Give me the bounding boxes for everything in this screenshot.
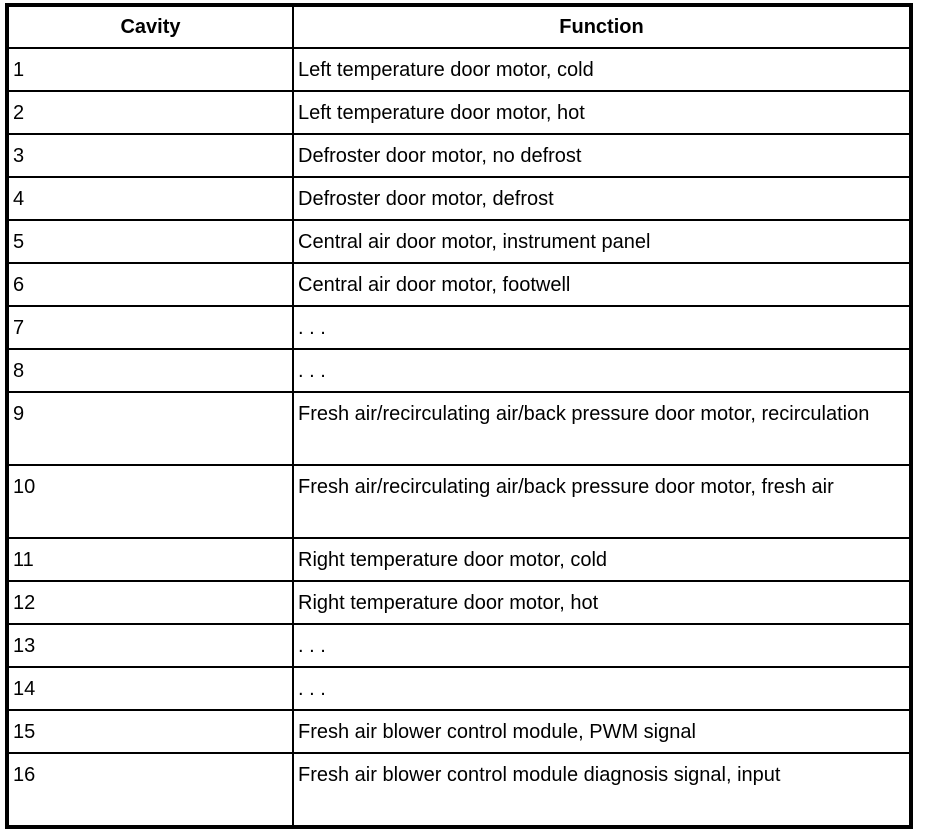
function-cell: . . .	[292, 348, 912, 393]
table-row: 15 Fresh air blower control module, PWM s…	[6, 709, 912, 754]
function-cell: Left temperature door motor, cold	[292, 47, 912, 92]
table-row: 6 Central air door motor, footwell	[6, 262, 912, 307]
table-row: 11 Right temperature door motor, cold	[6, 537, 912, 582]
function-cell: Left temperature door motor, hot	[292, 90, 912, 135]
header-cavity: Cavity	[6, 4, 294, 49]
table-row: 8. . .	[6, 348, 912, 393]
function-cell: Right temperature door motor, cold	[292, 537, 912, 582]
cavity-cell: 8	[6, 348, 294, 393]
function-cell: . . .	[292, 623, 912, 668]
function-cell: Defroster door motor, defrost	[292, 176, 912, 221]
function-cell: Fresh air/recirculating air/back pressur…	[292, 391, 912, 466]
cavity-cell: 10	[6, 464, 294, 539]
table-row: 5 Central air door motor, instrument pane…	[6, 219, 912, 264]
cavity-cell: 16	[6, 752, 294, 828]
cavity-cell: 7	[6, 305, 294, 350]
header-row: Cavity Function	[6, 4, 912, 49]
cavity-cell: 3	[6, 133, 294, 178]
cavity-cell: 5	[6, 219, 294, 264]
cavity-cell: 11	[6, 537, 294, 582]
cavity-function-table: Cavity Function 1 Left temperature door m…	[5, 3, 913, 829]
table-row: 13. . .	[6, 623, 912, 668]
table-row: 1 Left temperature door motor, cold	[6, 47, 912, 92]
function-cell: Central air door motor, footwell	[292, 262, 912, 307]
function-cell: Fresh air/recirculating air/back pressur…	[292, 464, 912, 539]
function-cell: Fresh air blower control module diagnosi…	[292, 752, 912, 828]
function-cell: Central air door motor, instrument panel	[292, 219, 912, 264]
cavity-cell: 14	[6, 666, 294, 711]
function-cell: . . .	[292, 666, 912, 711]
cavity-cell: 9	[6, 391, 294, 466]
function-cell: Right temperature door motor, hot	[292, 580, 912, 625]
function-cell: Fresh air blower control module, PWM sig…	[292, 709, 912, 754]
table-row: 3 Defroster door motor, no defrost	[6, 133, 912, 178]
table-row: 9 Fresh air/recirculating air/back pressu…	[6, 391, 912, 466]
function-cell: Defroster door motor, no defrost	[292, 133, 912, 178]
table-row: 10 Fresh air/recirculating air/back press…	[6, 464, 912, 539]
cavity-cell: 6	[6, 262, 294, 307]
function-cell: . . .	[292, 305, 912, 350]
table-row: 16 Fresh air blower control module diagno…	[6, 752, 912, 828]
cavity-cell: 4	[6, 176, 294, 221]
cavity-cell: 15	[6, 709, 294, 754]
table-row: 12 Right temperature door motor, hot	[6, 580, 912, 625]
cavity-cell: 12	[6, 580, 294, 625]
table-row: 4 Defroster door motor, defrost	[6, 176, 912, 221]
cavity-cell: 1	[6, 47, 294, 92]
cavity-cell: 2	[6, 90, 294, 135]
cavity-cell: 13	[6, 623, 294, 668]
table-row: 14. . .	[6, 666, 912, 711]
header-function: Function	[292, 4, 912, 49]
table-row: 2 Left temperature door motor, hot	[6, 90, 912, 135]
table-row: 7. . .	[6, 305, 912, 350]
